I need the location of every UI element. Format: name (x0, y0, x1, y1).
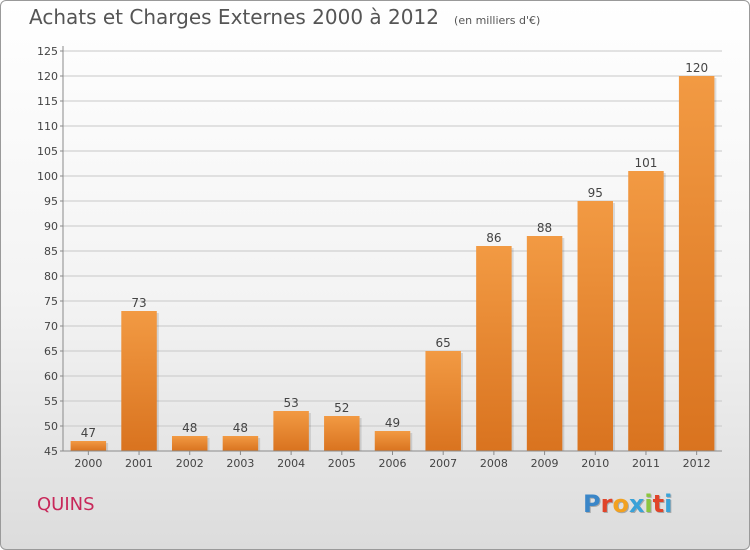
bar-value-label: 65 (436, 336, 451, 350)
bar (171, 436, 208, 451)
y-tick-label: 100 (37, 170, 58, 183)
logo-letter: P (583, 490, 601, 518)
y-tick-label: 45 (44, 445, 58, 458)
bar-value-label: 120 (685, 61, 708, 75)
bar-layer (70, 76, 717, 451)
bar-value-label: 86 (486, 231, 501, 245)
bar (526, 236, 563, 451)
x-tick-label: 2004 (277, 457, 305, 470)
logo-letter: i (644, 490, 653, 518)
y-tick-label: 85 (44, 245, 58, 258)
x-tick-label: 2007 (429, 457, 457, 470)
logo-letter: t (652, 490, 665, 518)
y-tick-label: 95 (44, 195, 58, 208)
x-tick-label: 2011 (632, 457, 660, 470)
proxiti-logo: Proxiti (583, 490, 672, 518)
bar-value-label: 73 (131, 296, 146, 310)
town-name: QUINS (37, 494, 95, 515)
y-tick-label: 80 (44, 270, 58, 283)
x-tick-label: 2005 (328, 457, 356, 470)
chart-unit: (en milliers d'€) (454, 14, 541, 27)
x-tick-label: 2002 (176, 457, 204, 470)
x-tick-label: 2008 (480, 457, 508, 470)
bar-value-label: 48 (233, 421, 248, 435)
y-tick-label: 65 (44, 345, 58, 358)
bar-value-label: 49 (385, 416, 400, 430)
grid-layer (63, 50, 722, 452)
bar (324, 416, 360, 451)
bar (273, 411, 309, 451)
x-tick-label: 2003 (226, 457, 254, 470)
y-tick-label: 120 (37, 70, 58, 83)
chart-title: Achats et Charges Externes 2000 à 2012 (29, 5, 439, 29)
y-tick-label: 90 (44, 220, 58, 233)
bar-value-label: 95 (588, 186, 603, 200)
x-tick-label: 2001 (125, 457, 153, 470)
x-tick-label: 2006 (379, 457, 407, 470)
y-tick-label: 50 (44, 420, 58, 433)
bar-value-label: 47 (81, 426, 96, 440)
bar (577, 201, 614, 451)
bar-value-label: 88 (537, 221, 552, 235)
logo-letter: o (612, 490, 629, 518)
logo-letter: x (628, 490, 645, 518)
bar (425, 351, 461, 451)
y-tick-label: 75 (44, 295, 58, 308)
y-tick-label: 70 (44, 320, 58, 333)
y-tick-label: 115 (37, 95, 58, 108)
bar (374, 431, 411, 451)
bar (222, 436, 259, 451)
bar (476, 246, 512, 451)
bar (70, 441, 107, 451)
bar-value-label: 48 (182, 421, 197, 435)
bar-value-label: 101 (635, 156, 658, 170)
chart-title-block: Achats et Charges Externes 2000 à 2012 (… (29, 5, 540, 29)
y-tick-label: 60 (44, 370, 58, 383)
x-tick-label: 2000 (74, 457, 102, 470)
logo-letter: r (600, 490, 613, 518)
bar-value-label: 53 (283, 396, 298, 410)
y-tick-label: 110 (37, 120, 58, 133)
y-tick-label: 55 (44, 395, 58, 408)
label-layer: 47 73 48 48 53 52 49 65 86 88 95 101 120 (81, 61, 708, 440)
bar (678, 76, 715, 451)
bar (628, 171, 664, 451)
y-tick-label: 105 (37, 145, 58, 158)
x-tick-label: 2009 (531, 457, 559, 470)
x-tick-label: 2012 (683, 457, 711, 470)
bar (121, 311, 157, 451)
bar-value-label: 52 (334, 401, 349, 415)
logo-letter: i (664, 490, 673, 518)
x-tick-label: 2010 (581, 457, 609, 470)
axis-layer: 45 50 55 60 65 70 75 80 85 90 95 100 105 110 115 120 125… (37, 45, 722, 470)
y-tick-label: 125 (37, 45, 58, 58)
